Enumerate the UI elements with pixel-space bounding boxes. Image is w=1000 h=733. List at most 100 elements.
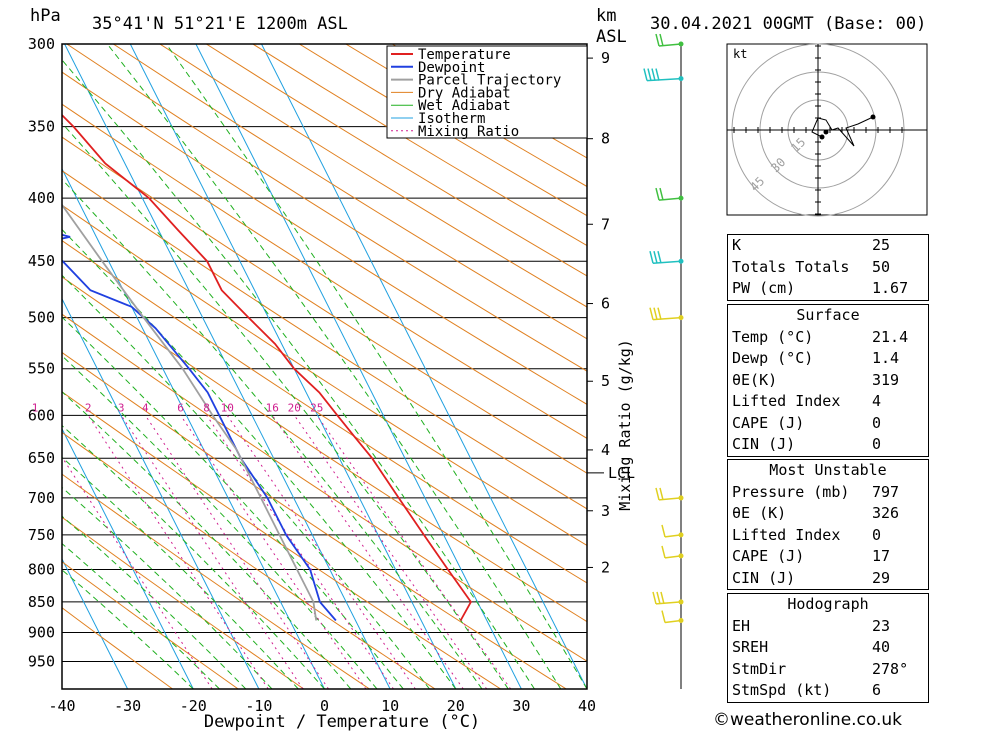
mixing-ratio-value: 16 [266, 401, 279, 414]
dry-adiabat-line [62, 276, 587, 623]
pressure-tick-label: 900 [28, 624, 55, 642]
mixing-ratio-value: 2 [85, 401, 92, 414]
wet-adiabat-line [62, 228, 457, 689]
mixing-ratio-axis-label: Mixing Ratio (g/kg) [616, 339, 634, 511]
mu-label: CAPE (J) [732, 547, 805, 565]
mixing-ratio-line [226, 415, 416, 689]
mu-row: θE (K) 326 [728, 503, 928, 525]
unit-hpa: hPa [30, 6, 61, 26]
legend-item: Temperature [418, 47, 511, 63]
mu-value: 17 [872, 547, 891, 565]
pressure-tick-label: 650 [28, 449, 55, 467]
dry-adiabat-line [62, 561, 239, 689]
series-line-parcel-trajectory [62, 203, 318, 621]
wet-adiabat-line [62, 178, 483, 689]
hodo-label: StmSpd (kt) [732, 681, 832, 699]
wet-adiabat-line [62, 355, 378, 689]
surface-row: CAPE (J) 0 [728, 413, 928, 435]
km-tick-label: 5 [601, 372, 610, 390]
stat-value: 50 [872, 257, 891, 276]
dry-adiabat-line [62, 516, 305, 689]
mixing-ratio-line [271, 415, 464, 689]
x-tick-label: 0 [320, 697, 329, 715]
hodograph-title: Hodograph [728, 593, 928, 616]
mu-value: 29 [872, 568, 891, 587]
wind-barb-feather [657, 251, 662, 264]
mixing-ratio-value: 3 [118, 401, 125, 414]
surface-label: Temp (°C) [732, 327, 814, 346]
surface-value: 319 [872, 370, 900, 389]
location-title: 35°41'N 51°21'E 1200m ASL [92, 14, 348, 34]
wind-barb-feather [652, 591, 657, 605]
hodo-label: SREH [732, 638, 769, 656]
wind-barb-shaft [664, 555, 682, 559]
isotherm-line [62, 557, 129, 689]
unit-asl: ASL [596, 27, 627, 47]
stat-row: Totals Totals 50 [728, 257, 928, 279]
wind-barb-feather [659, 187, 664, 201]
hodograph-point [870, 114, 876, 120]
pressure-tick-label: 450 [28, 252, 55, 270]
hodo-row: StmDir 278° [728, 659, 928, 681]
mu-label: CIN (J) [732, 568, 796, 587]
mixing-ratio-value: 20 [288, 401, 301, 414]
hodo-row: SREH 40 [728, 637, 928, 659]
surface-row: Dewp (°C) 1.4 [728, 348, 928, 370]
mu-label: Pressure (mb) [732, 482, 850, 501]
mu-value: 797 [872, 482, 900, 501]
surface-label: CAPE (J) [732, 413, 805, 432]
dry-adiabat-line [62, 431, 436, 689]
stat-label: Totals Totals [732, 257, 850, 276]
wet-adiabat-line [62, 542, 220, 689]
surface-title: Surface [728, 304, 928, 327]
hodo-label: EH [732, 616, 751, 635]
wind-barb-feather [649, 307, 654, 320]
stat-label: PW (cm) [732, 279, 796, 297]
x-tick-label: -40 [48, 697, 75, 715]
surface-row: θE(K) 319 [728, 370, 928, 392]
surface-row: CIN (J) 0 [728, 434, 928, 456]
dry-adiabat-line [159, 44, 587, 308]
stat-row: PW (cm) 1.67 [728, 278, 928, 300]
mixing-ratio-value: 4 [142, 401, 149, 414]
wind-barb-feather [659, 33, 664, 47]
surface-value: 1.4 [872, 349, 900, 367]
legend-item: Dewpoint [418, 60, 485, 76]
km-tick-label: 4 [601, 441, 610, 459]
wind-barb-feather [649, 251, 654, 264]
km-tick-label: 8 [601, 130, 610, 148]
x-tick-label: 20 [447, 697, 465, 715]
pressure-tick-label: 550 [28, 360, 55, 378]
mu-row: CIN (J) 29 [728, 568, 928, 590]
wind-barb-shaft [664, 534, 682, 538]
pressure-tick-label: 850 [28, 593, 55, 611]
isotherm-line [62, 167, 325, 689]
lcl-label: LCL [608, 464, 635, 482]
isotherm-line [261, 44, 587, 689]
mu-label: θE (K) [732, 504, 787, 522]
legend-item: Isotherm [418, 111, 485, 127]
km-tick-label: 6 [601, 295, 610, 313]
wind-barb-feather [647, 68, 652, 81]
wind-barb-feather [655, 68, 660, 81]
mixing-ratio-value: 6 [177, 401, 184, 414]
hodograph-table: Hodograph EH 23 SREH 40 StmDir 278° StmSpd (kt… [727, 593, 929, 703]
x-tick-label: 30 [512, 697, 530, 715]
km-tick-label: 9 [601, 49, 610, 67]
most-unstable-title: Most Unstable [728, 459, 928, 482]
mu-value: 326 [872, 504, 900, 522]
x-tick-label: 10 [381, 697, 399, 715]
wind-barb-feather [655, 187, 660, 201]
pressure-tick-label: 350 [28, 118, 55, 136]
wind-barb-feather [661, 545, 666, 559]
surface-label: Dewp (°C) [732, 349, 814, 367]
stat-row: K 25 [728, 235, 928, 257]
mixing-ratio-line [293, 415, 488, 689]
pressure-tick-label: 800 [28, 560, 55, 578]
hodo-value: 40 [872, 638, 891, 656]
surface-label: θE(K) [732, 370, 778, 389]
mixing-ratio-value: 10 [221, 401, 234, 414]
wet-adiabat-line [106, 44, 562, 689]
wet-adiabat-line [165, 44, 587, 689]
